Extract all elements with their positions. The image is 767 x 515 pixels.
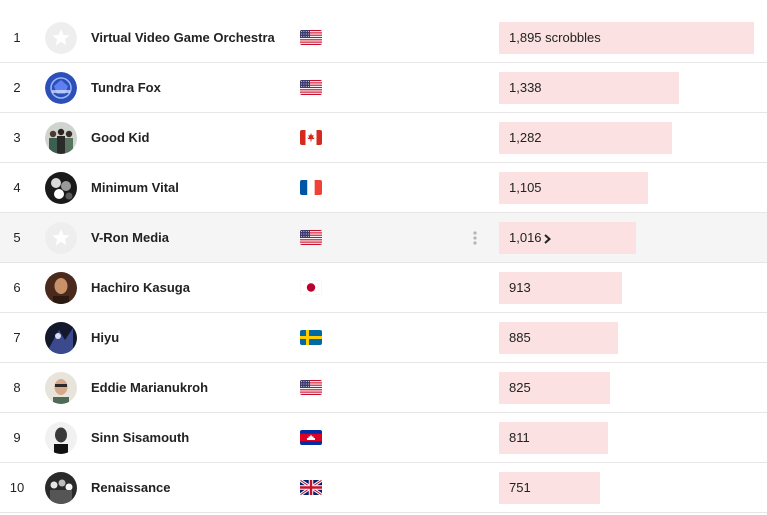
scrobble-bar[interactable] bbox=[499, 22, 754, 54]
scrobble-bar[interactable] bbox=[499, 272, 622, 304]
more-vertical-icon[interactable] bbox=[467, 230, 483, 246]
flag-fr-icon bbox=[300, 180, 322, 195]
scrobble-bar[interactable] bbox=[499, 122, 672, 154]
flag-kh-icon bbox=[300, 430, 322, 445]
scrobble-bar[interactable] bbox=[499, 372, 610, 404]
artist-avatar[interactable] bbox=[45, 172, 77, 204]
rank-number: 1 bbox=[13, 30, 21, 45]
artist-avatar[interactable] bbox=[45, 272, 77, 304]
artist-name-link[interactable]: Renaissance bbox=[91, 480, 171, 495]
chart-row[interactable]: 3 Good Kid 1,282 bbox=[0, 113, 767, 163]
rank-number: 10 bbox=[9, 480, 25, 495]
chart-row[interactable]: 10 Renaissance 751 bbox=[0, 463, 767, 513]
flag-us-icon bbox=[300, 80, 322, 95]
artist-avatar[interactable] bbox=[45, 22, 77, 54]
flag-us-icon bbox=[300, 380, 322, 395]
flag-ca-icon bbox=[300, 130, 322, 145]
flag-se-icon bbox=[300, 330, 322, 345]
artist-name-link[interactable]: Hiyu bbox=[91, 330, 120, 345]
scrobble-count: 751 bbox=[509, 480, 531, 495]
scrobble-bar[interactable] bbox=[499, 322, 618, 354]
scrobble-count: 885 bbox=[509, 330, 531, 345]
artist-name-link[interactable]: Sinn Sisamouth bbox=[91, 430, 190, 445]
flag-gb-icon bbox=[300, 480, 322, 495]
scrobble-bar[interactable] bbox=[499, 422, 608, 454]
flag-us-icon bbox=[300, 30, 322, 45]
scrobble-count: 913 bbox=[509, 280, 531, 295]
artist-name-link[interactable]: V-Ron Media bbox=[91, 230, 170, 245]
artist-name-link[interactable]: Minimum Vital bbox=[91, 180, 179, 195]
rank-number: 7 bbox=[13, 330, 21, 345]
scrobble-count: 1,895 scrobbles bbox=[509, 30, 601, 45]
scrobble-count: 1,016 bbox=[509, 230, 542, 245]
chevron-right-icon[interactable] bbox=[541, 232, 553, 244]
scrobble-count: 811 bbox=[509, 430, 530, 445]
chart-row[interactable]: 9 Sinn Sisamouth 811 bbox=[0, 413, 767, 463]
rank-number: 5 bbox=[13, 230, 21, 245]
artist-avatar[interactable] bbox=[45, 122, 77, 154]
artist-avatar[interactable] bbox=[45, 422, 77, 454]
scrobble-count: 825 bbox=[509, 380, 531, 395]
artist-avatar[interactable] bbox=[45, 472, 77, 504]
artist-name-link[interactable]: Tundra Fox bbox=[91, 80, 161, 95]
scrobble-bar[interactable] bbox=[499, 222, 636, 254]
scrobble-count: 1,105 bbox=[509, 180, 542, 195]
rank-number: 8 bbox=[13, 380, 21, 395]
rank-number: 3 bbox=[13, 130, 21, 145]
artist-avatar[interactable] bbox=[45, 222, 77, 254]
scrobble-bar[interactable] bbox=[499, 472, 600, 504]
artist-name-link[interactable]: Eddie Marianukroh bbox=[91, 380, 209, 395]
chart-row[interactable]: 7 Hiyu 885 bbox=[0, 313, 767, 363]
scrobble-bar[interactable] bbox=[499, 172, 648, 204]
scrobble-count: 1,282 bbox=[509, 130, 542, 145]
flag-us-icon bbox=[300, 230, 322, 245]
artist-name-link[interactable]: Good Kid bbox=[91, 130, 150, 145]
rank-number: 9 bbox=[13, 430, 21, 445]
scrobble-bar[interactable] bbox=[499, 72, 679, 104]
artist-avatar[interactable] bbox=[45, 72, 77, 104]
chart-row[interactable]: 8 Eddie Marianukroh 825 bbox=[0, 363, 767, 413]
artist-name-link[interactable]: Hachiro Kasuga bbox=[91, 280, 190, 295]
chart-row[interactable]: 5 V-Ron Media 1,016 bbox=[0, 213, 767, 263]
rank-number: 6 bbox=[13, 280, 21, 295]
scrobble-count: 1,338 bbox=[509, 80, 542, 95]
rank-number: 4 bbox=[13, 180, 21, 195]
artist-avatar[interactable] bbox=[45, 322, 77, 354]
chart-row[interactable]: 6 Hachiro Kasuga 913 bbox=[0, 263, 767, 313]
chart-row[interactable]: 1 Virtual Video Game Orchestra 1,895 scrob… bbox=[0, 13, 767, 63]
flag-jp-icon bbox=[300, 280, 322, 295]
artist-avatar[interactable] bbox=[45, 372, 77, 404]
chart-row[interactable]: 2 Tundra Fox 1,338 bbox=[0, 63, 767, 113]
artist-name-link[interactable]: Virtual Video Game Orchestra bbox=[91, 30, 275, 45]
chart-row[interactable]: 4 Minimum Vital 1,105 bbox=[0, 163, 767, 213]
rank-number: 2 bbox=[13, 80, 21, 95]
